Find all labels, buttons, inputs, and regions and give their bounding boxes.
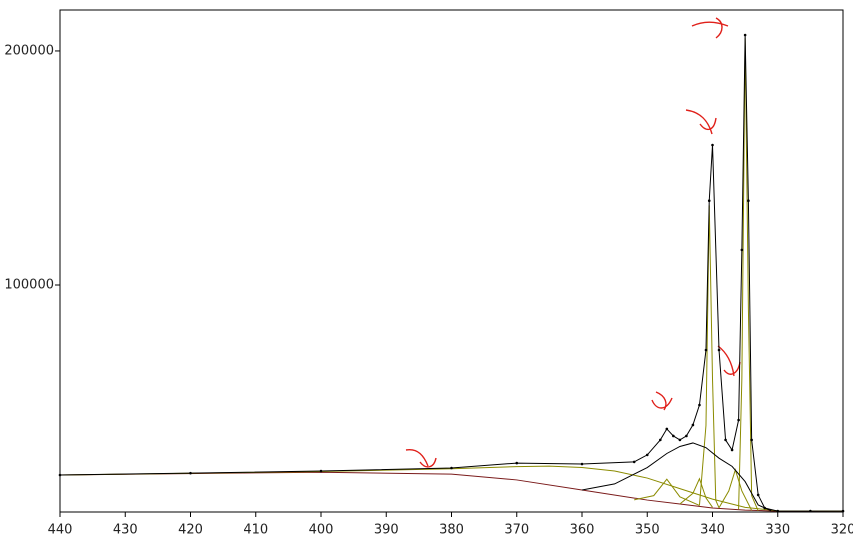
x-tick-label: 420	[178, 523, 203, 538]
data-point	[189, 471, 192, 475]
x-tick-label: 440	[48, 523, 73, 538]
annotation-arrows	[405, 17, 741, 468]
spectrum-line	[59, 471, 843, 512]
data-point	[756, 493, 760, 497]
x-tick-label: 430	[113, 523, 138, 538]
data-point	[809, 509, 812, 513]
data-point	[730, 448, 734, 452]
data-point	[763, 506, 766, 510]
data-point	[645, 453, 649, 457]
data-point	[841, 509, 845, 513]
data-point	[717, 348, 721, 352]
data-point	[580, 462, 584, 466]
arrow	[651, 391, 673, 411]
arrow	[717, 345, 741, 377]
spectrum-line	[698, 205, 720, 508]
spectrum-line	[738, 38, 759, 512]
x-tick-label: 320	[831, 523, 853, 538]
data-point	[724, 438, 727, 442]
data-point	[750, 438, 753, 442]
x-tick-label: 330	[765, 523, 790, 538]
x-tick-label: 340	[700, 523, 725, 538]
spectrum-line	[581, 442, 772, 512]
arrow	[685, 109, 717, 135]
data-point	[707, 199, 711, 203]
data-point	[58, 473, 62, 477]
spectrum-line	[679, 477, 713, 508]
data-point	[737, 418, 740, 422]
data-point	[685, 434, 688, 438]
arrow	[405, 449, 437, 468]
data-point	[659, 438, 662, 442]
y-tick-label: 100000	[4, 277, 54, 292]
data-point	[665, 427, 669, 431]
data-point	[678, 438, 682, 442]
data-point	[319, 469, 323, 473]
spectrum-line	[718, 468, 753, 511]
data-point	[632, 460, 636, 464]
data-point	[743, 33, 747, 37]
x-tick-label: 380	[439, 523, 464, 538]
data-point	[672, 434, 675, 438]
data-point	[691, 423, 695, 427]
y-tick-label: 200000	[4, 43, 54, 58]
arrow	[691, 17, 729, 39]
data-point	[747, 199, 750, 203]
x-tick-label: 400	[309, 523, 334, 538]
spectrum-line	[634, 478, 700, 506]
data-point	[515, 461, 519, 465]
data-point	[698, 403, 701, 407]
x-tick-label: 360	[570, 523, 595, 538]
x-tick-label: 350	[635, 523, 660, 538]
x-tick-label: 370	[504, 523, 529, 538]
data-point	[740, 248, 744, 252]
data-point	[711, 143, 714, 147]
data-point	[450, 466, 453, 470]
data-point	[776, 509, 780, 513]
x-tick-label: 390	[374, 523, 399, 538]
data-point	[704, 348, 708, 352]
x-tick-label: 410	[243, 523, 268, 538]
